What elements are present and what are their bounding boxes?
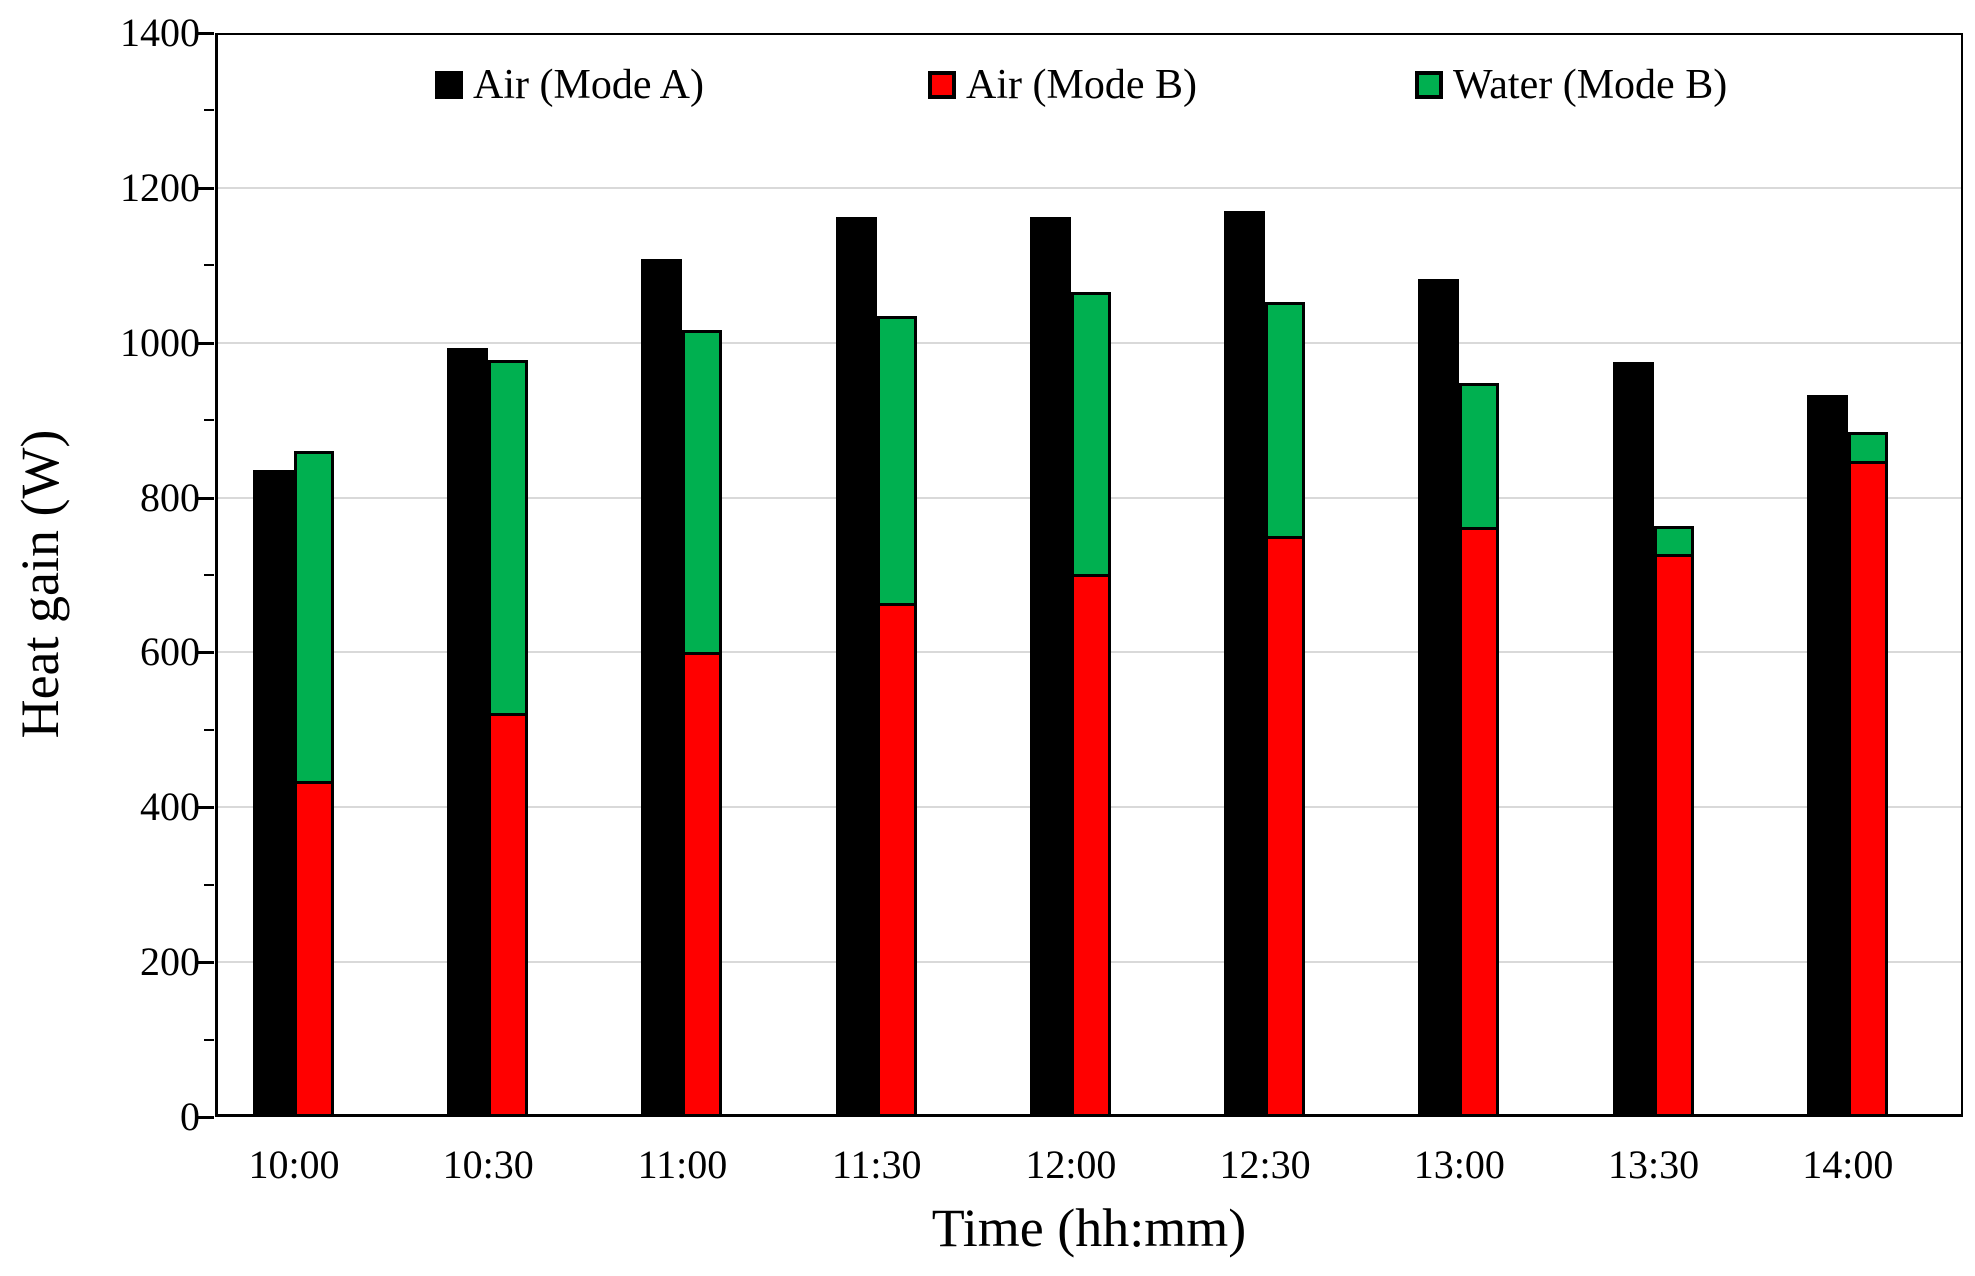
y-axis-tick-label: 1400 xyxy=(120,10,200,55)
air-mode-a-swatch-icon xyxy=(435,71,463,99)
bar-water-mode-b-segment xyxy=(491,362,526,716)
bar-air-mode-a xyxy=(1612,362,1654,1117)
y-axis-minor-tick xyxy=(204,109,214,112)
bar-mode-b-stack xyxy=(1265,302,1306,1117)
x-axis-tick-label: 12:00 xyxy=(1025,1142,1117,1187)
y-axis-tick-label: 400 xyxy=(140,784,200,830)
x-axis-tick-label: 11:00 xyxy=(637,1142,728,1187)
water-mode-b-swatch-icon xyxy=(1415,71,1443,99)
x-axis-tick-label: 11:30 xyxy=(831,1142,922,1187)
air-mode-b-swatch-icon xyxy=(928,71,956,99)
bar-air-mode-a xyxy=(1224,211,1266,1117)
bar-water-mode-b-segment xyxy=(1073,295,1108,578)
bar-mode-b-stack xyxy=(682,329,723,1117)
y-axis-major-tick xyxy=(196,961,214,965)
x-axis-tick-label: 12:30 xyxy=(1219,1142,1311,1187)
y-axis-major-tick xyxy=(196,496,214,500)
y-axis-tick-label: 800 xyxy=(140,474,200,520)
bar-water-mode-b-segment xyxy=(1268,305,1303,539)
y-axis-tick-label: 1200 xyxy=(120,164,200,210)
bar-water-mode-b-segment xyxy=(297,454,331,785)
y-axis-major-tick xyxy=(196,186,214,190)
y-axis-major-tick xyxy=(196,1116,214,1119)
bar-mode-b-stack xyxy=(488,359,529,1117)
bar-air-mode-a xyxy=(1806,394,1848,1117)
x-axis-title: Time (hh:mm) xyxy=(931,1198,1247,1258)
y-axis-minor-tick xyxy=(204,264,214,267)
bar-water-mode-b-segment xyxy=(879,318,914,606)
legend-label: Water (Mode B) xyxy=(1453,62,1728,108)
bar-mode-b-stack xyxy=(876,315,917,1117)
bar-water-mode-b-segment xyxy=(1656,529,1691,558)
bar-air-mode-a xyxy=(835,217,877,1117)
y-axis-major-tick xyxy=(196,32,214,35)
bar-air-mode-a xyxy=(1029,216,1071,1117)
y-axis-major-tick xyxy=(196,651,214,655)
bar-air-mode-a xyxy=(447,348,489,1117)
y-gridline xyxy=(217,186,1962,189)
y-axis-major-tick xyxy=(196,341,214,345)
bar-mode-b-stack xyxy=(1459,382,1500,1117)
y-axis-minor-tick xyxy=(204,1038,214,1041)
x-axis-tick-label: 14:00 xyxy=(1802,1142,1894,1187)
y-axis-minor-tick xyxy=(204,883,214,886)
x-axis-tick-label: 10:00 xyxy=(248,1142,340,1187)
legend-item-air-mode-b: Air (Mode B) xyxy=(928,62,1197,108)
bar-mode-b-stack xyxy=(1070,292,1111,1117)
bar-mode-b-stack xyxy=(294,451,334,1117)
bar-air-mode-a xyxy=(641,259,683,1117)
bar-water-mode-b-segment xyxy=(1462,385,1497,531)
bar-water-mode-b-segment xyxy=(1850,434,1885,465)
y-axis-minor-tick xyxy=(204,574,214,576)
bar-water-mode-b-segment xyxy=(685,332,720,655)
y-axis-tick-label: 600 xyxy=(140,629,200,675)
y-axis-tick-label: 1000 xyxy=(120,319,200,365)
legend-item-water-mode-b: Water (Mode B) xyxy=(1415,62,1727,108)
y-axis-major-tick xyxy=(196,806,214,810)
y-axis-tick-label: 0 xyxy=(180,1094,200,1139)
y-axis-minor-tick xyxy=(204,419,214,422)
legend-label: Air (Mode A) xyxy=(473,62,704,108)
bar-mode-b-stack xyxy=(1653,526,1694,1117)
x-axis-tick-label: 10:30 xyxy=(442,1142,534,1187)
bar-air-mode-a xyxy=(1418,279,1460,1117)
legend-label: Air (Mode B) xyxy=(966,62,1197,108)
x-axis-tick-label: 13:30 xyxy=(1607,1142,1700,1187)
x-axis-tick-label: 13:00 xyxy=(1413,1142,1505,1187)
bar-air-mode-a xyxy=(253,470,294,1117)
y-axis-tick-label: 200 xyxy=(140,939,200,985)
bar-mode-b-stack xyxy=(1847,431,1888,1117)
y-axis-minor-tick xyxy=(204,728,214,731)
legend-item-air-mode-a: Air (Mode A) xyxy=(435,62,704,108)
